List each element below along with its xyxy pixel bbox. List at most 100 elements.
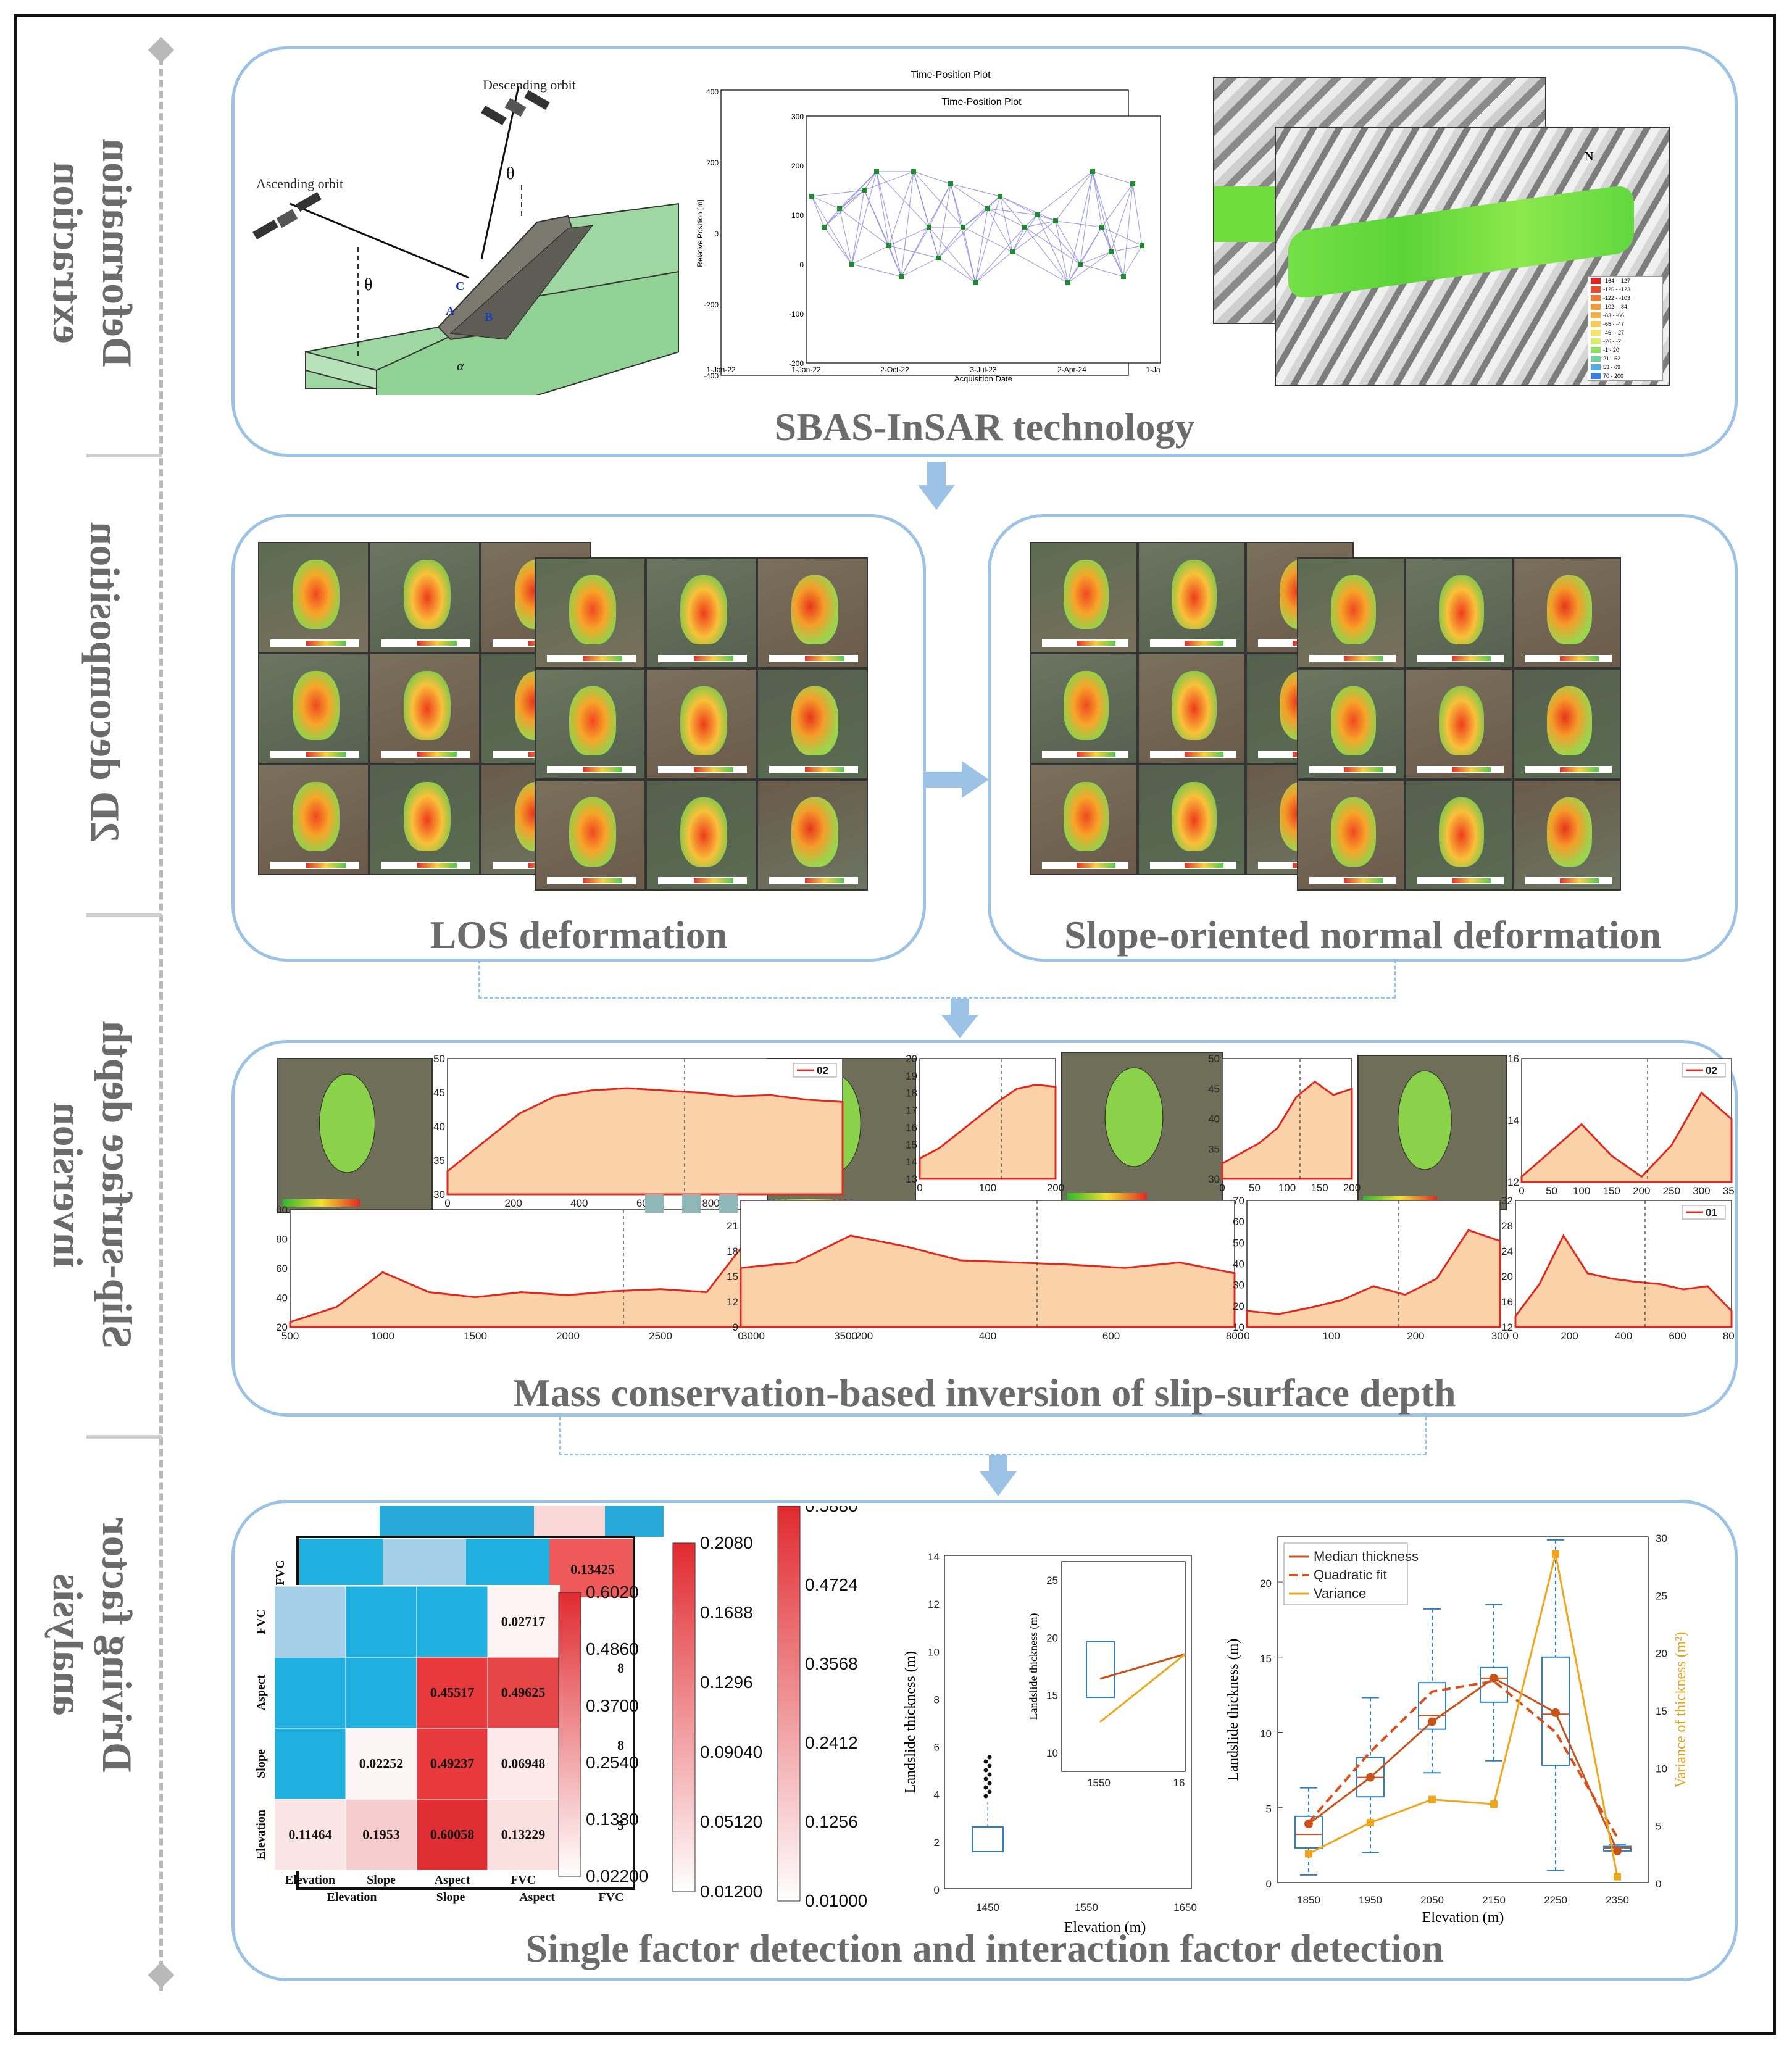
profile-ytick: 20 [276, 1321, 288, 1333]
box-body [1418, 1682, 1446, 1730]
flow-arrow-1-head [918, 485, 955, 510]
series-point [1305, 1850, 1312, 1858]
deformation-image-back [1030, 653, 1138, 764]
tp-back-ytick: 200 [706, 159, 719, 167]
point-c-label: C [456, 280, 464, 293]
box-small-inset [1061, 1561, 1186, 1772]
flow-arrow-4 [989, 1455, 1007, 1473]
heatmap-cell [345, 1657, 417, 1729]
profile-ytick: 50 [1233, 1237, 1244, 1249]
color-scale-bar [270, 639, 359, 647]
box-small-ytick: 12 [928, 1599, 940, 1610]
colorbar-tick: 0.2412 [805, 1733, 858, 1752]
colorbar-tick: 0.05120 [700, 1812, 762, 1831]
box-small-xlabel: Elevation (m) [1064, 1920, 1146, 1936]
profile-xtick: 250 [1663, 1185, 1680, 1197]
heatmap-cell-value: 0.13229 [501, 1827, 546, 1842]
outlier-point [983, 1794, 988, 1799]
profile-xtick: 0 [1512, 1330, 1518, 1342]
heatmap-partial-value: 8 [617, 1737, 624, 1753]
deformation-patch [1171, 560, 1217, 629]
box-small-ytick: 10 [928, 1646, 940, 1658]
geodetector-heatmaps: FVC 0.13425 8 8 5 FVC 0.02717 Aspect 0.45517 0.49… [254, 1506, 867, 1910]
deformation-image-front [1297, 780, 1405, 891]
profile-ytick: 35 [1208, 1143, 1220, 1155]
legend-swatch [1591, 364, 1601, 370]
heatmap-cell [487, 1586, 559, 1658]
landslide-outline [1398, 1070, 1452, 1170]
profiles-figure: 0200400600800100012005045403530025001000… [276, 1052, 1735, 1342]
tp-back-ytick: 0 [714, 230, 719, 238]
deformation-image-back [369, 653, 480, 764]
box-chart-y2tick: 15 [1656, 1705, 1667, 1717]
tp-point [849, 262, 854, 267]
deformation-patch [569, 686, 616, 755]
heatmap-cell-value: 0.02252 [359, 1756, 404, 1771]
legend-label: -83 - -66 [1603, 312, 1625, 318]
satellite-ascending-icon [252, 191, 322, 240]
tp-front-ytick: 100 [791, 211, 804, 220]
profile-ytick: 30 [1208, 1173, 1220, 1185]
outlier-point [987, 1781, 992, 1786]
deformation-patch [791, 686, 838, 755]
tp-point [1121, 274, 1126, 279]
legend-label: 70 - 200 [1603, 373, 1624, 379]
profile-ytick: 80 [276, 1234, 288, 1246]
profile-ytick: 35 [433, 1155, 445, 1167]
profile-xtick: 0 [1244, 1330, 1249, 1342]
profile-ytick: 40 [433, 1121, 445, 1133]
box-chart-xtick: 2150 [1482, 1894, 1506, 1906]
tp-point [961, 225, 965, 230]
box-chart-y2tick: 20 [1656, 1648, 1667, 1660]
tp-point [874, 169, 879, 174]
color-scale-bar [1417, 766, 1504, 773]
profile-ytick: 20 [1233, 1300, 1244, 1312]
thumbnail-colorbar [283, 1199, 360, 1207]
deformation-image-back [369, 542, 480, 653]
color-scale-bar [1041, 862, 1128, 869]
tp-title-back: Time-Position Plot [911, 70, 991, 80]
profile-xtick: 0 [917, 1182, 922, 1194]
deformation-patch [1063, 560, 1109, 629]
heatmap-row-label: FVC [254, 1609, 268, 1634]
ellipsis-marker [645, 1194, 664, 1213]
tp-front-ytick: -200 [789, 359, 804, 368]
deformation-patch [1546, 797, 1592, 867]
tp-point [1053, 218, 1058, 223]
box-small-ytick: 6 [934, 1742, 940, 1754]
profile-xtick: 1000 [371, 1330, 394, 1342]
deformation-patch [1438, 686, 1484, 755]
outlier-point [983, 1785, 988, 1790]
outlier-point [987, 1763, 992, 1768]
alpha-label: α [457, 358, 464, 373]
heatmap-cell [274, 1728, 346, 1800]
color-scale-bar [547, 877, 636, 884]
profile-xtick: 100 [1322, 1330, 1340, 1342]
map-legend-item: -26 - -2 [1588, 337, 1662, 346]
outlier-point [987, 1772, 992, 1777]
profile-ytick: 18 [727, 1246, 738, 1257]
legend-label: -65 - -47 [1603, 321, 1625, 327]
heatmap-cell [416, 1586, 488, 1658]
stage-label-deformation: Deformation extraction [44, 138, 141, 368]
tp-back-xtick: 1-Jan-22 [706, 365, 736, 374]
profile-legend-label: 02 [1706, 1065, 1717, 1076]
heatmap-col-label: FVC [511, 1873, 536, 1887]
tp-point [822, 225, 827, 230]
profile-xtick: 200 [1047, 1182, 1064, 1194]
deformation-image-front [1513, 780, 1621, 891]
tp-point [1035, 212, 1040, 217]
profile-ytick: 50 [433, 1053, 445, 1065]
profile-ytick: 40 [1233, 1258, 1244, 1270]
legend-label: 53 - 69 [1603, 364, 1621, 370]
heatmap-cell [416, 1657, 488, 1729]
stage-label-decomposition: 2D decomposition [81, 522, 128, 842]
colorbar-tick: 0.2080 [700, 1533, 753, 1552]
profile-legend-label: 01 [1706, 1207, 1717, 1218]
tp-point [899, 274, 904, 279]
box-chart-xtick: 1950 [1359, 1894, 1382, 1906]
legend-swatch [1591, 330, 1601, 336]
tp-point [1130, 181, 1135, 186]
profile-xtick: 3500 [834, 1330, 857, 1342]
deformation-image-front [1405, 557, 1513, 668]
